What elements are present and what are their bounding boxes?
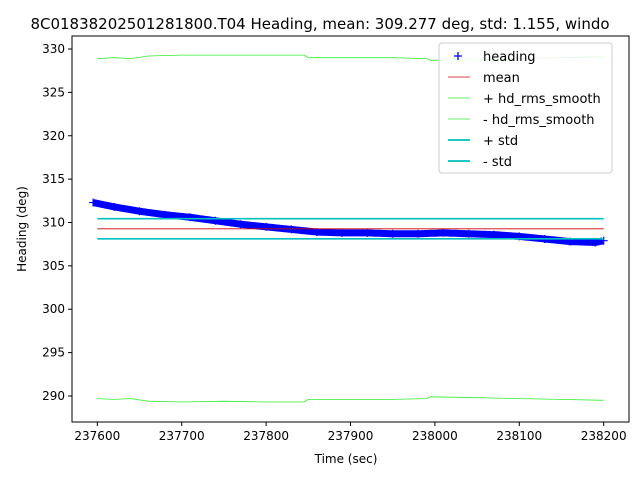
legend-handle-heading (454, 52, 462, 60)
heading-point (338, 228, 347, 237)
y-tick-label: 300 (42, 302, 65, 316)
legend-label: + hd_rms_smooth (483, 92, 601, 107)
x-tick-label: 237800 (243, 429, 289, 443)
heading-point (464, 229, 473, 238)
legend-label: heading (483, 50, 536, 65)
y-tick-label: 315 (42, 172, 65, 186)
y-tick-label: 320 (42, 129, 65, 143)
series-hd-rms-smooth-line (97, 396, 604, 403)
series-heading (89, 198, 608, 247)
heading-point (363, 228, 372, 237)
heading-point (591, 238, 600, 247)
plot-area (89, 54, 608, 403)
heading-point (89, 198, 98, 207)
legend-label: mean (483, 71, 520, 86)
heading-point (388, 229, 397, 238)
heading-point (489, 230, 498, 239)
y-tick-label: 290 (42, 389, 65, 403)
y-tick-label: 330 (42, 42, 65, 56)
x-axis-label: Time (sec) (314, 452, 378, 466)
axis-ticks: 237600 237700 237800 237900 238000 238100 2382… (42, 42, 626, 443)
legend-label: + std (483, 134, 518, 149)
heading-point (414, 229, 423, 238)
heading-point (262, 222, 271, 231)
y-axis-label: Heading (deg) (15, 186, 29, 272)
y-tick-label: 325 (42, 85, 65, 99)
legend: heading mean + hd_rms_smooth - hd_rms_smoot… (438, 42, 613, 174)
x-tick-label: 237900 (328, 429, 374, 443)
x-tick-label: 237700 (159, 429, 205, 443)
legend-label: - hd_rms_smooth (483, 113, 595, 128)
y-tick-label: 310 (42, 215, 65, 229)
x-tick-label: 237600 (74, 429, 120, 443)
heading-point (160, 210, 169, 219)
chart-title: 8C01838202501281800.T04 Heading, mean: 3… (30, 15, 609, 33)
y-tick-label: 295 (42, 346, 65, 360)
heading-point (312, 228, 321, 237)
y-tick-label: 305 (42, 259, 65, 273)
heading-point (110, 202, 119, 211)
heading-point (439, 228, 448, 237)
x-tick-label: 238000 (412, 429, 458, 443)
heading-point (135, 207, 144, 216)
legend-box (438, 42, 613, 174)
heading-point (186, 213, 195, 222)
heading-point (236, 220, 245, 229)
heading-point (287, 225, 296, 234)
x-tick-label: 238200 (581, 429, 627, 443)
x-tick-label: 238100 (496, 429, 542, 443)
legend-label: - std (483, 155, 512, 170)
